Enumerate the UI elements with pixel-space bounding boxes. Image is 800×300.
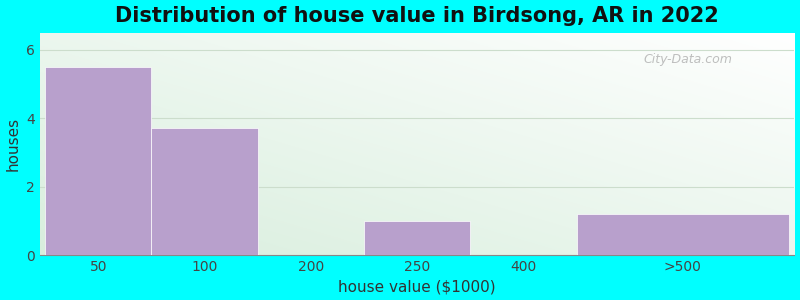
Y-axis label: houses: houses [6,117,21,171]
Bar [151,128,258,255]
Title: Distribution of house value in Birdsong, AR in 2022: Distribution of house value in Birdsong,… [115,6,719,26]
Bar [364,221,470,255]
X-axis label: house value ($1000): house value ($1000) [338,279,496,294]
Bar [577,214,789,255]
Bar [45,67,151,255]
Text: City-Data.com: City-Data.com [643,53,733,66]
